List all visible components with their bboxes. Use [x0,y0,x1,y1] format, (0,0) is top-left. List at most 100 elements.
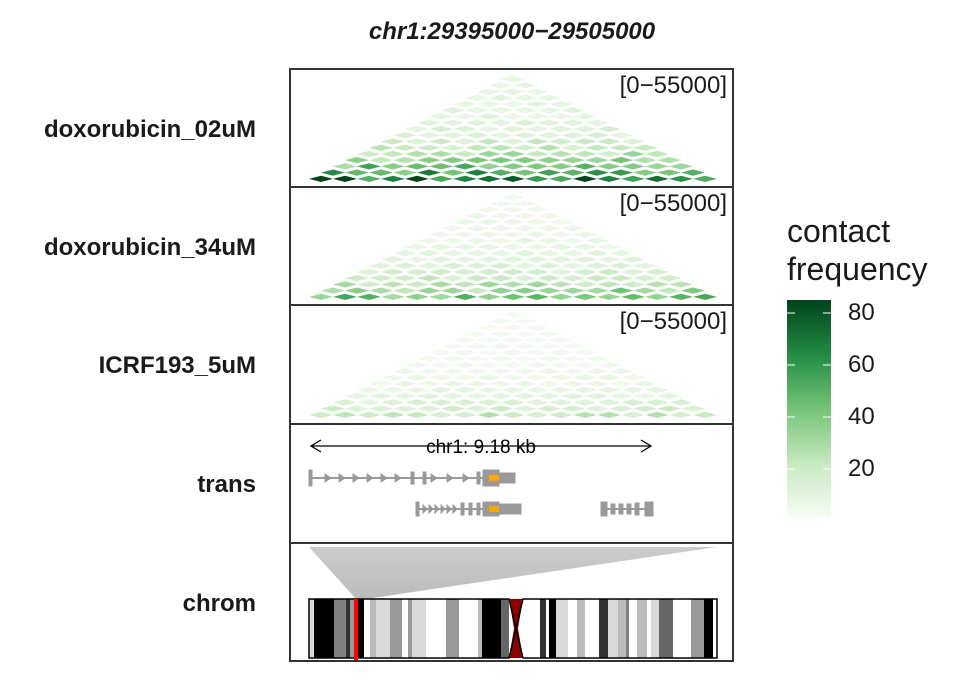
heatmap-cell [633,275,657,282]
heatmap-cell [513,405,537,412]
heatmap-cell [429,125,453,133]
heatmap-cell [561,343,585,350]
region-marker [354,599,358,660]
track-label-doxorubicin-02uM: doxorubicin_02uM [43,116,256,143]
heatmap-cell [561,144,585,151]
heatmap-cell [465,132,489,139]
chromosome-band [489,599,501,658]
heatmap-cell [381,411,405,418]
heatmap-cell [549,113,573,120]
chromosome-band [629,599,637,658]
heatmap-cell [417,169,441,176]
heatmap-cell [525,374,549,381]
heatmap-cell [453,281,477,288]
heatmap-cell [309,411,333,418]
heatmap-cell [429,243,453,251]
heatmap-cell [525,293,549,300]
heatmap-cell [681,169,705,176]
heatmap-cell [621,150,645,158]
heatmap-cell [405,175,429,182]
chromosome-band [678,599,691,658]
heatmap-cell [537,225,561,232]
chromosome-band [593,599,599,658]
heatmap-cell [393,287,417,294]
heatmap-cell [477,138,501,145]
heatmap-cell [645,399,669,406]
heatmap-cell [381,399,405,406]
heatmap-cell [585,355,609,362]
heatmap-cell [489,119,513,126]
heatmap-cell [513,393,537,400]
heatmap-cell [465,393,489,400]
heatmap-cell [441,275,465,282]
plot-title: chr1:29395000−29505000 [368,18,656,45]
track-label-icrf193: ICRF193_5uM [98,352,256,379]
heatmap-cell [417,393,441,400]
heatmap-cell [357,150,381,158]
heatmap-cell [477,113,501,120]
heatmap-cell [441,157,465,164]
heatmap-cell [537,132,561,139]
heatmap-cell [633,262,657,269]
heatmap-cell [417,119,441,126]
heatmap-cell [441,169,465,176]
heatmap-cell [465,250,489,257]
heatmap-cell [513,132,537,139]
heatmap-cell [537,212,561,219]
heatmap-cell [453,125,477,133]
heatmap-cell [633,157,657,164]
chromosome-outline [308,598,718,659]
heatmap-cell [597,399,621,406]
heatmap-cell [489,355,513,362]
heatmap-cell [669,399,693,406]
heatmap-cell [609,144,633,151]
chromosome-ideogram [308,547,718,660]
heatmap-cell [537,380,561,387]
range-label: [0−55000] [619,190,727,217]
heatmap-cell [345,393,369,400]
heatmap-cell [597,175,621,182]
heatmap-cell [489,212,513,219]
heatmap-cell [453,386,477,394]
heatmap-cell [441,144,465,151]
heatmap-cell [597,293,621,300]
heatmap-cell [573,399,597,406]
heatmap-cell [441,107,465,114]
chromosome-band [540,599,546,658]
heatmap-cell [477,206,501,213]
heatmap-cell [501,349,525,356]
heatmap-cell [429,163,453,170]
heatmap-cell [537,355,561,362]
chromosome-band [637,599,647,658]
transcript-3 [600,501,654,517]
heatmap-cell [381,281,405,288]
heatmap-cell [513,169,537,176]
heatmap-cell [573,150,597,158]
chromosome-band [585,599,593,658]
chromosome-band [350,599,354,658]
heatmap-cell [429,231,453,238]
heatmap-cell [585,250,609,257]
heatmap-cell [525,399,549,406]
heatmap-cell [549,125,573,133]
heatmap-cell [669,293,693,300]
heatmap-cell [573,281,597,288]
heatmap-cell [453,150,477,158]
heatmap-cell [393,157,417,164]
heatmap-cell [645,281,669,288]
heatmap-cell [429,138,453,145]
heatmap-cell [501,113,525,120]
heatmap-cell [465,107,489,114]
heatmap-cell [429,374,453,381]
heatmap-cell [489,94,513,101]
heatmap-cell [585,368,609,375]
heatmap-cell [441,250,465,257]
heatmap-cell [537,94,561,101]
heatmap-cell [693,293,717,300]
heatmap-cell [465,343,489,350]
heatmap-cell [333,293,357,300]
heatmap-cell [441,287,465,294]
chromosome-band [412,599,426,658]
heatmap-cell [393,275,417,282]
heatmap-cell [405,138,429,145]
